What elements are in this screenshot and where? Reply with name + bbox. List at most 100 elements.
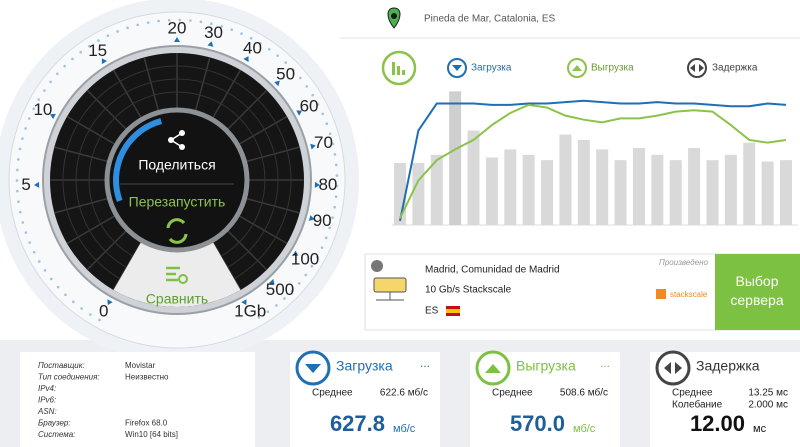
gauge-dot (49, 80, 52, 84)
result-unit: мб/с (393, 423, 416, 435)
gauge-dot (63, 64, 66, 68)
graph-bar (577, 139, 590, 225)
scale-marker (268, 278, 275, 285)
graph-line (399, 103, 787, 219)
gauge-dot (16, 189, 19, 193)
gauge-dot (291, 68, 295, 72)
scale-marker (243, 56, 249, 62)
gauge-dot (199, 20, 203, 24)
jitter-label: Колебание (672, 399, 723, 411)
gauge-dot (167, 18, 171, 22)
gauge-dot (37, 260, 41, 263)
gauge-dot (311, 93, 314, 97)
dial-segment (86, 89, 127, 130)
legend-icon[interactable] (687, 58, 707, 78)
compare-area[interactable] (113, 242, 241, 307)
gauge-dot (43, 269, 47, 272)
gauge-dot (259, 42, 262, 45)
graph-bar (651, 154, 664, 225)
graph-bar (706, 160, 719, 225)
gauge-dot (49, 277, 53, 281)
scale-label: 30 (204, 23, 223, 42)
center-button[interactable] (104, 107, 250, 253)
scale-label: 5 (21, 175, 30, 194)
card-more[interactable]: ... (600, 356, 610, 370)
restart-label[interactable]: Перезапустить (129, 194, 226, 210)
gauge-dot (240, 32, 243, 35)
gauge-dot (283, 297, 286, 300)
gauge-dot (43, 89, 46, 92)
graph-bar (596, 149, 609, 225)
gauge-dot (17, 158, 20, 161)
graph-bar (541, 160, 554, 225)
result-unit: мс (753, 423, 767, 435)
scale-label: 50 (276, 65, 295, 84)
card-icon-shape (485, 364, 501, 373)
gauge-dot (266, 310, 270, 314)
progress-arc (113, 118, 163, 202)
graph-bar (485, 157, 498, 225)
gauge-dot (136, 23, 140, 27)
card-title: Задержка (696, 358, 760, 374)
graph-bar (743, 142, 756, 225)
graph-bar (394, 162, 406, 225)
legend-label[interactable]: Задержка (712, 63, 758, 74)
legend-label[interactable]: Выгрузка (591, 63, 634, 74)
graph-bar (761, 161, 774, 225)
legend-label[interactable]: Загрузка (471, 63, 512, 74)
dial-segment (112, 69, 142, 119)
gauge-dot (257, 316, 261, 319)
gauge-dot (305, 85, 309, 88)
graph-bar (632, 148, 645, 225)
compare-lens (178, 274, 188, 284)
server-city: Madrid, Comunidad de Madrid (425, 265, 560, 276)
result-unit: мб/с (573, 423, 596, 435)
gauge-dot (284, 61, 288, 64)
icon-bar (397, 66, 400, 75)
graph-bar (559, 134, 572, 225)
gauge-dot (310, 264, 314, 268)
avg-value: 508.6 мб/с (560, 387, 608, 399)
scale-label: 1Gb (234, 302, 266, 321)
card-title: Выгрузка (516, 358, 576, 374)
dial-segment (66, 215, 116, 245)
gauge-dot (220, 25, 223, 28)
select-server-button[interactable] (715, 254, 800, 330)
gauge-dot (18, 210, 22, 214)
gauge-dot (89, 313, 92, 316)
gauge-dot (230, 28, 234, 31)
gauge-dot (328, 132, 332, 136)
share-label[interactable]: Поделиться (138, 157, 215, 173)
card-more[interactable]: ... (420, 356, 430, 370)
dial-segment (194, 57, 211, 111)
graph-bar (504, 149, 517, 225)
gauge-dot (98, 318, 101, 322)
gauge-dot (21, 137, 24, 140)
gauge-dot (56, 285, 60, 289)
graph-bar (614, 160, 627, 225)
gauge-dot (320, 246, 324, 249)
server-provider: 10 Gb/s Stackscale (425, 285, 512, 296)
location: Pineda de Mar, Catalonia, ES (424, 14, 556, 25)
graph-line (399, 99, 787, 222)
result-value: 570.0 (510, 411, 565, 436)
gauge-dot (331, 216, 334, 219)
gauge-dot (333, 153, 337, 156)
gauge-dot (335, 184, 339, 188)
legend-arrow (572, 65, 582, 71)
scale-marker (207, 41, 214, 47)
gauge-dot (178, 18, 182, 22)
gauge-dot (32, 250, 36, 254)
info-label: IPv6: (38, 396, 56, 405)
gauge-dot (157, 19, 160, 23)
gauge-dot (80, 307, 83, 310)
result-cards: Загрузка ... Среднее 622.6 мб/с 627.8 мб/с Выг… (290, 350, 800, 447)
dial-segment (238, 215, 288, 245)
card-icon (655, 350, 691, 386)
compare-label[interactable]: Сравнить (146, 291, 208, 307)
scale-label: 0 (99, 302, 108, 321)
gauge-dot (324, 236, 328, 240)
dial-segment (227, 230, 268, 271)
select-server-label[interactable]: Выбор сервера (730, 273, 783, 308)
